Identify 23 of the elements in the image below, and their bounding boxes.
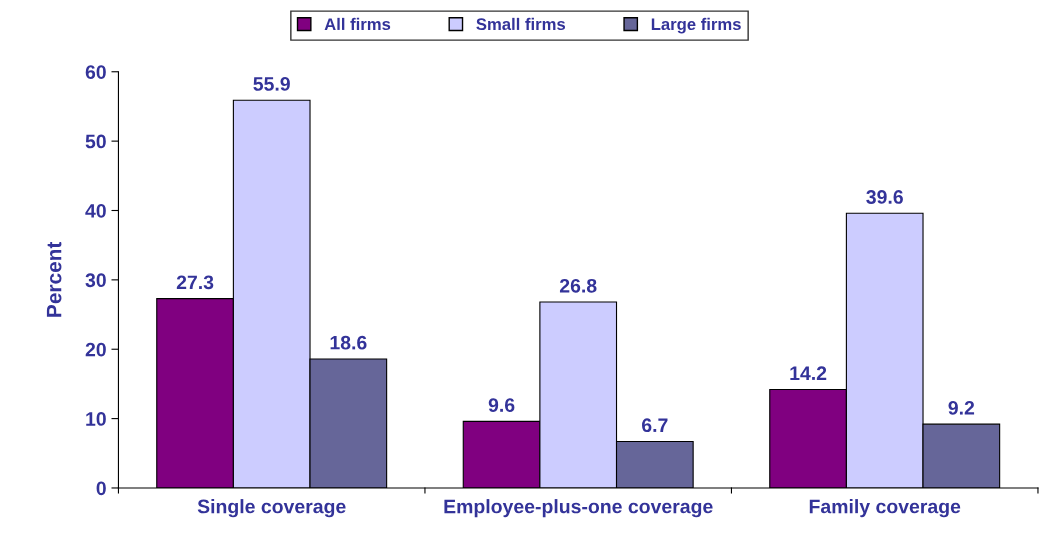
- data-label: 55.9: [253, 77, 290, 91]
- legend-label: All firms: [324, 17, 391, 31]
- data-label: 9.2: [948, 400, 975, 415]
- y-tick-label: 40: [85, 203, 106, 218]
- y-tick-label: 20: [85, 342, 106, 357]
- data-label: 26.8: [559, 278, 597, 293]
- x-tick-label: Single coverage: [197, 499, 346, 518]
- data-label: 27.3: [176, 275, 214, 290]
- data-label: 14.2: [790, 366, 827, 380]
- y-tick-label: 60: [85, 65, 106, 79]
- data-label: 39.6: [866, 190, 903, 204]
- y-tick-label: 30: [85, 273, 106, 288]
- x-tick-label: Family coverage: [809, 499, 961, 518]
- data-label: 18.6: [330, 335, 367, 350]
- data-label: 6.7: [642, 418, 668, 433]
- y-tick-label: 50: [85, 134, 106, 149]
- y-tick-label: 0: [96, 481, 106, 496]
- legend-label: Small firms: [476, 17, 566, 31]
- y-tick-label: 10: [86, 412, 106, 426]
- legend-label: Large firms: [651, 17, 741, 34]
- y-axis-title: Percent: [46, 241, 62, 317]
- x-tick-label: Employee-plus-one coverage: [444, 499, 713, 518]
- data-label: 9.6: [488, 398, 515, 412]
